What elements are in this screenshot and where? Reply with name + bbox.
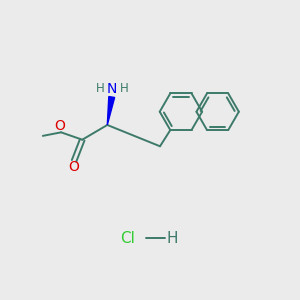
Text: O: O [54, 119, 65, 133]
Text: H: H [96, 82, 105, 95]
Text: Cl: Cl [121, 231, 135, 246]
Text: N: N [107, 82, 118, 96]
Text: H: H [166, 231, 178, 246]
Text: O: O [69, 160, 80, 174]
Polygon shape [107, 97, 115, 125]
Text: H: H [120, 82, 128, 95]
